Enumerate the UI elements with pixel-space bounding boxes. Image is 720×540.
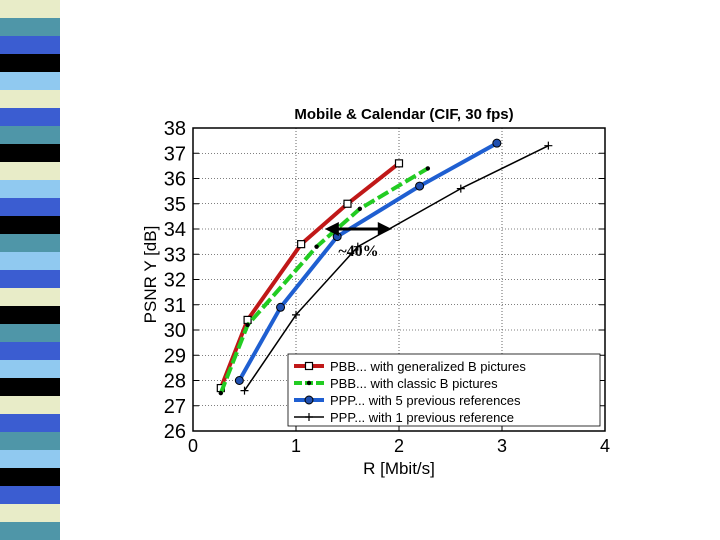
- stripe-block: [0, 54, 60, 73]
- x-tick-label: 3: [497, 436, 507, 456]
- decorative-stripe: [0, 0, 60, 540]
- legend-box: [287, 353, 601, 427]
- data-point: [276, 302, 286, 312]
- y-tick-label: 38: [164, 118, 186, 140]
- chart-title: Mobile & Calendar (CIF, 30 fps): [294, 106, 513, 123]
- stripe-block: [0, 90, 60, 109]
- y-axis-label: PSNR Y [dB]: [141, 226, 160, 324]
- stripe-block: [0, 504, 60, 523]
- stripe-block: [0, 144, 60, 163]
- data-point: [492, 138, 502, 148]
- x-axis-label: R [Mbit/s]: [363, 459, 435, 478]
- data-point: [314, 244, 319, 249]
- y-tick-label: 30: [164, 320, 186, 342]
- stripe-block: [0, 324, 60, 343]
- data-point: [218, 390, 224, 396]
- stripe-block: [0, 270, 60, 289]
- x-tick-label: 0: [188, 436, 198, 456]
- y-tick-label: 33: [164, 244, 186, 266]
- stripe-block: [0, 396, 60, 415]
- y-tick-label: 37: [164, 143, 186, 165]
- x-tick-label: 1: [291, 436, 301, 456]
- stripe-block: [0, 378, 60, 397]
- stripe-block: [0, 216, 60, 235]
- stripe-block: [0, 414, 60, 433]
- data-point: [353, 242, 362, 251]
- series-2: [218, 166, 431, 396]
- stripe-block: [0, 0, 60, 19]
- x-tick-label: 4: [600, 436, 610, 456]
- y-ticks: 26 27 28 29 30 31 32 33 34 35 36 37 38: [164, 118, 605, 443]
- series-3: [234, 138, 502, 385]
- y-tick-label: 31: [164, 295, 186, 317]
- stripe-block: [0, 198, 60, 217]
- data-point: [415, 181, 425, 191]
- legend-label: PBB... with generalized B pictures: [330, 359, 526, 374]
- data-point: [343, 199, 352, 208]
- legend-label: PPP... with 5 previous references: [330, 393, 521, 408]
- data-point: [305, 413, 313, 421]
- y-tick-label: 35: [164, 194, 186, 216]
- data-point: [292, 310, 300, 319]
- data-point: [456, 184, 465, 193]
- legend: PBB... with generalized B pictures PBB...…: [287, 353, 601, 427]
- data-point: [304, 361, 314, 371]
- legend-item: PPP... with 1 previous reference: [294, 410, 514, 425]
- annotation-group: ~40%: [324, 222, 392, 260]
- series-4: [240, 141, 553, 395]
- x-ticks: 0 1 2 3 4: [188, 425, 610, 456]
- stripe-block: [0, 72, 60, 91]
- annotation-text: ~40%: [338, 243, 378, 260]
- legend-label: PPP... with 1 previous reference: [330, 410, 514, 425]
- y-tick-label: 26: [164, 421, 186, 443]
- data-point: [425, 166, 431, 171]
- stripe-block: [0, 108, 60, 127]
- stripe-block: [0, 252, 60, 271]
- stripe-block: [0, 288, 60, 307]
- data-point: [306, 380, 312, 386]
- data-point: [394, 159, 404, 168]
- stripe-block: [0, 180, 60, 199]
- series-layer: [216, 138, 553, 396]
- stripe-block: [0, 360, 60, 379]
- legend-item: PBB... with generalized B pictures: [294, 359, 526, 374]
- stripe-block: [0, 18, 60, 37]
- y-tick-label: 36: [164, 169, 186, 191]
- stripe-block: [0, 522, 60, 540]
- data-point: [297, 240, 306, 249]
- x-tick-label: 2: [394, 436, 404, 456]
- stripe-block: [0, 450, 60, 469]
- stripe-block: [0, 306, 60, 325]
- y-tick-label: 27: [164, 396, 186, 418]
- data-point: [544, 141, 553, 150]
- annotation-arrowhead-left: [324, 222, 339, 236]
- y-tick-label: 29: [164, 345, 186, 367]
- stripe-block: [0, 342, 60, 361]
- data-point: [357, 206, 363, 211]
- data-point: [245, 322, 250, 328]
- annotation-arrowhead-right: [377, 222, 392, 236]
- stripe-block: [0, 468, 60, 487]
- data-point: [234, 376, 244, 385]
- stripe-block: [0, 486, 60, 505]
- stripe-block: [0, 234, 60, 253]
- stripe-block: [0, 126, 60, 145]
- y-tick-label: 34: [164, 219, 186, 241]
- y-tick-label: 28: [164, 371, 186, 393]
- stripe-block: [0, 432, 60, 451]
- legend-item: PPP... with 5 previous references: [294, 393, 521, 408]
- stripe-block: [0, 36, 60, 55]
- data-point: [304, 395, 314, 405]
- legend-label: PBB... with classic B pictures: [330, 376, 498, 391]
- y-tick-label: 32: [164, 270, 186, 292]
- legend-item: PBB... with classic B pictures: [294, 376, 498, 391]
- stripe-block: [0, 162, 60, 181]
- data-point: [240, 386, 249, 395]
